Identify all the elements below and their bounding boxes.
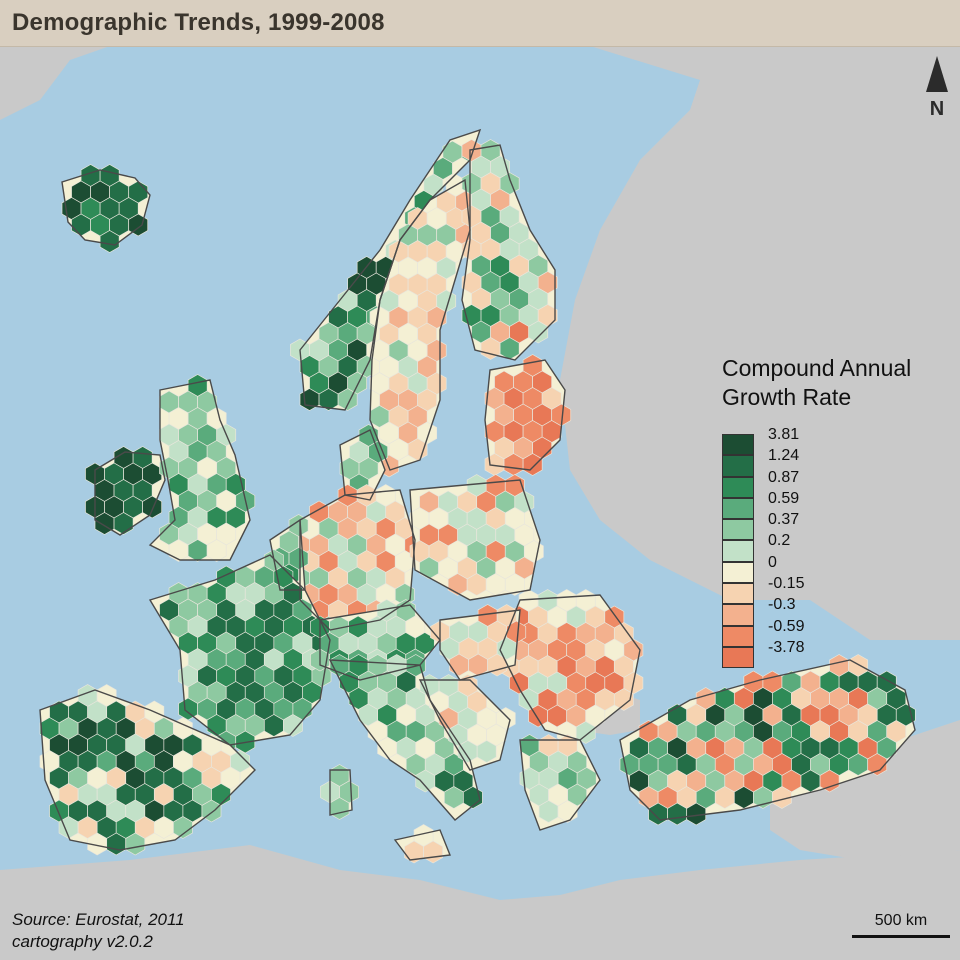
border-greece [519, 739, 601, 831]
border-italy [328, 659, 481, 821]
border-iberia [39, 689, 256, 851]
legend-label: -0.59 [768, 617, 805, 635]
legend-label: -3.78 [768, 638, 805, 656]
border-finland [461, 144, 556, 361]
legend-label: -0.3 [768, 596, 796, 614]
border-germany [299, 489, 416, 631]
title-bar: Demographic Trends, 1999-2008 [0, 0, 960, 47]
hex-cell [142, 495, 163, 519]
legend-swatch [722, 434, 754, 456]
border-balkans-west [418, 679, 511, 771]
legend-label: 0.87 [768, 468, 800, 486]
hex-cell [173, 816, 193, 839]
legend-title-line-2: Growth Rate [722, 384, 852, 410]
border-britain [148, 379, 251, 561]
scale-bar: 500 km [852, 912, 950, 942]
hex-cell [476, 740, 497, 763]
hex-cell [504, 573, 525, 596]
outside-land-area [0, 46, 110, 120]
border-iceland [61, 169, 151, 246]
legend-swatch [722, 561, 754, 584]
border-sardinia [329, 769, 353, 816]
north-arrow-icon [926, 56, 948, 92]
border-denmark [339, 429, 386, 501]
legend-label: -0.15 [768, 575, 805, 593]
legend-label: 0.59 [768, 489, 800, 507]
border-france [148, 554, 331, 746]
legend-title: Compound Annual Growth Rate [722, 354, 952, 412]
legend-swatch [722, 519, 754, 541]
hex-cell [867, 753, 888, 776]
border-hungary [439, 609, 521, 681]
hex-cell [613, 688, 634, 711]
legend-label: 1.24 [768, 447, 800, 465]
north-arrow: N [922, 56, 952, 126]
border-ireland [94, 451, 166, 536]
map-title: Demographic Trends, 1999-2008 [12, 9, 385, 36]
border-sicily [393, 829, 451, 861]
legend-swatch [722, 646, 754, 669]
legend-title-line-1: Compound Annual [722, 355, 912, 381]
legend-label: 0 [768, 553, 777, 571]
legend-swatch [722, 540, 754, 562]
legend-swatch [722, 476, 754, 498]
border-turkey [619, 659, 916, 821]
hex-grid [39, 130, 916, 864]
border-poland [409, 479, 541, 601]
legend-label: 0.37 [768, 511, 800, 529]
cartography-line: cartography v2.0.2 [12, 932, 153, 951]
legend-swatch [722, 625, 754, 647]
legend-swatch [722, 455, 754, 477]
hex-cell [528, 320, 549, 344]
hex-cell [99, 230, 120, 253]
scale-bar-line [852, 935, 950, 938]
legend-label: 0.2 [768, 532, 791, 550]
legend-swatch [722, 604, 754, 626]
hex-cell [575, 721, 596, 744]
border-norway [299, 128, 482, 411]
outside-land-area [560, 46, 960, 640]
border-sweden [369, 178, 471, 471]
hex-cell [686, 802, 707, 826]
hex-cell [499, 337, 520, 360]
country-borders [39, 128, 916, 861]
border-baltics [484, 359, 566, 471]
scale-bar-label: 500 km [874, 912, 928, 929]
source-note: Source: Eurostat, 2011 cartography v2.0.… [12, 909, 185, 953]
hex-cell [283, 714, 303, 737]
source-line: Source: Eurostat, 2011 [12, 910, 185, 929]
legend-swatch [722, 583, 754, 605]
outside-land-area [0, 845, 960, 960]
hex-cell [206, 539, 227, 562]
hex-cell [772, 786, 792, 809]
legend-label: 3.81 [768, 426, 800, 443]
legend-swatch [722, 497, 754, 520]
outside-land-area [770, 720, 960, 860]
hex-cell [819, 769, 840, 793]
north-label: N [929, 98, 945, 120]
